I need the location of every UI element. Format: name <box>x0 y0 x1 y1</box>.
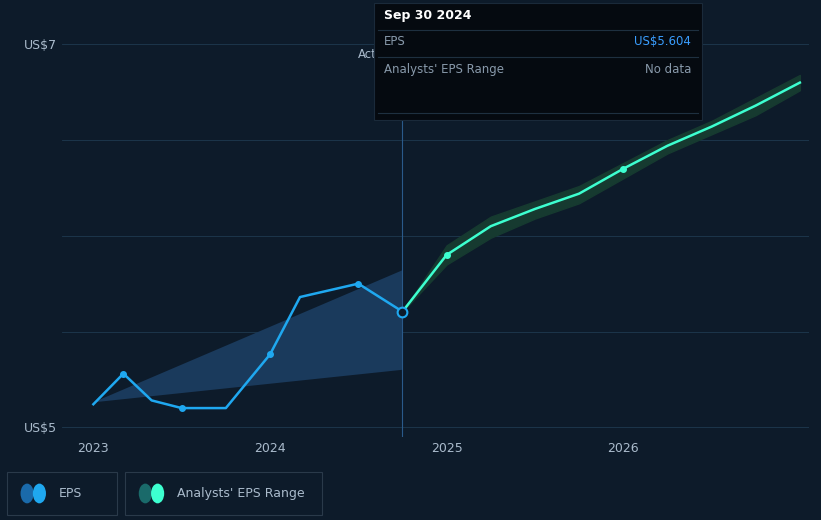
Text: EPS: EPS <box>384 35 406 48</box>
Text: EPS: EPS <box>59 487 82 500</box>
Text: No data: No data <box>645 63 691 76</box>
Text: Sep 30 2024: Sep 30 2024 <box>384 9 472 22</box>
Text: Analysts' EPS Range: Analysts' EPS Range <box>384 63 504 76</box>
Text: Analysts Forecasts: Analysts Forecasts <box>416 48 526 61</box>
Text: Actual: Actual <box>359 48 396 61</box>
Polygon shape <box>94 270 402 402</box>
Text: US$5.604: US$5.604 <box>635 35 691 48</box>
Text: Analysts' EPS Range: Analysts' EPS Range <box>177 487 304 500</box>
